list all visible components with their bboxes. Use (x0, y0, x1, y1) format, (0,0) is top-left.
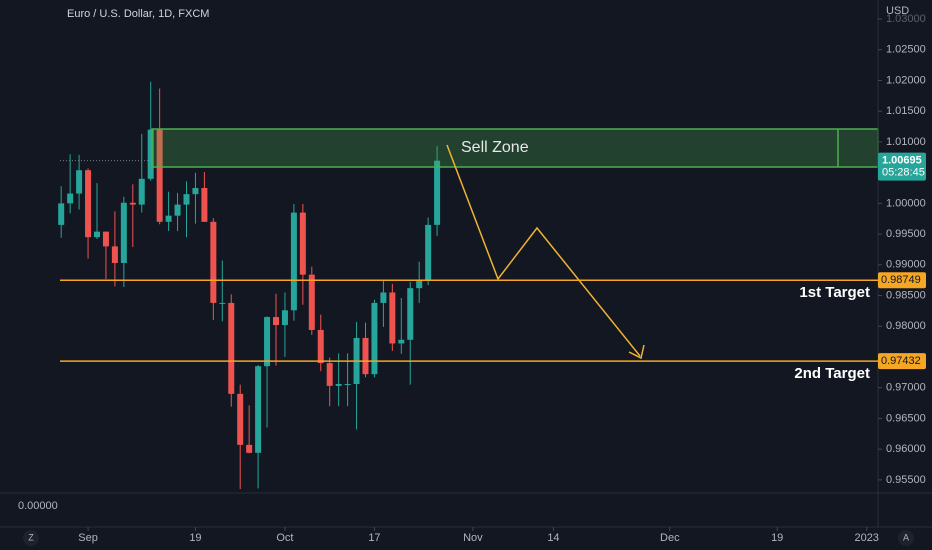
candle-body (344, 384, 351, 386)
y-tick-label: 1.00000 (886, 197, 926, 209)
candle-body (174, 204, 181, 216)
target-label: 2nd Target (794, 365, 870, 382)
y-tick-label: 1.01000 (886, 136, 926, 148)
candle-body (255, 366, 262, 453)
price-tag-label: 0.97432 (881, 355, 921, 367)
candle-body (237, 393, 244, 445)
candle-body (58, 203, 65, 225)
target-label: 1st Target (799, 284, 870, 301)
candle-body (299, 212, 306, 275)
x-tick-label: 19 (771, 532, 783, 544)
candle-body (434, 160, 441, 225)
candle-body (183, 194, 190, 205)
countdown: 05:28:45 (882, 167, 925, 179)
candle-body (201, 188, 208, 222)
x-tick-label: Nov (463, 532, 483, 544)
chart-title: Euro / U.S. Dollar, 1D, FXCM (67, 8, 209, 20)
y-tick-label: 1.02000 (886, 74, 926, 86)
candle-body (120, 202, 127, 263)
candle-body (85, 170, 92, 238)
x-tick-label: 14 (547, 532, 559, 544)
candle-body (219, 302, 226, 304)
candle-body (246, 444, 253, 453)
candle-body (362, 337, 369, 375)
last-price-label: 1.00695 (882, 155, 922, 167)
candle-body (273, 317, 279, 326)
x-tick-label: Sep (78, 532, 98, 544)
lower-pane-value: 0.00000 (18, 500, 58, 512)
y-tick-label: 0.99500 (886, 228, 926, 240)
projection-arrowhead (628, 344, 645, 360)
x-tick-label: Dec (660, 532, 680, 544)
x-tick-label: Oct (276, 532, 293, 544)
y-tick-label: 0.98000 (886, 320, 926, 332)
candle-body (264, 317, 271, 367)
x-tick-label: 2023 (854, 532, 878, 544)
candle-body (129, 202, 136, 205)
sell-zone (151, 128, 879, 168)
candle-body (102, 231, 109, 247)
y-tick-label: 0.99000 (886, 259, 926, 271)
x-tick-label: 17 (368, 532, 380, 544)
y-tick-label: 1.01500 (886, 105, 926, 117)
candle-body (210, 221, 217, 303)
y-tick-label: 1.03000 (886, 13, 926, 25)
candle-body (111, 246, 118, 263)
y-tick-label: 0.98500 (886, 289, 926, 301)
currency: USD (886, 5, 909, 17)
scale-button[interactable] (898, 530, 914, 546)
candle-body (94, 231, 100, 238)
candle-body (281, 310, 288, 326)
candle-body (398, 339, 405, 344)
price-tag (878, 353, 926, 370)
candle-body (326, 363, 333, 386)
candle-body (165, 215, 172, 222)
candle-body (76, 170, 83, 194)
candle-body (290, 212, 297, 311)
y-tick-label: 0.95500 (886, 474, 926, 486)
plot-area (58, 81, 441, 490)
y-tick-label: 0.97000 (886, 382, 926, 394)
last-price-tag (878, 152, 926, 181)
scale-button[interactable] (23, 530, 39, 546)
price-tag-label: 0.98749 (881, 274, 921, 286)
candle-body (317, 329, 324, 364)
scale-button-label[interactable]: A (903, 532, 909, 542)
candle-body (335, 384, 342, 386)
scale-button-label[interactable]: Z (28, 532, 34, 542)
candle-body (138, 178, 145, 205)
y-tick-label: 1.02500 (886, 44, 926, 56)
candle-body (425, 224, 432, 280)
candle-body (192, 188, 199, 195)
candle-body (389, 292, 396, 344)
candle-body (156, 129, 163, 222)
y-tick-label: 0.96000 (886, 443, 926, 455)
candle-body (147, 129, 154, 179)
zone-label: Sell Zone (461, 139, 529, 156)
price-tag (878, 272, 926, 289)
x-tick-label: 19 (189, 532, 201, 544)
candle-body (416, 279, 423, 289)
candle-body (228, 302, 235, 394)
y-tick-label: 0.96500 (886, 412, 926, 424)
candle-body (308, 274, 315, 330)
candle-body (407, 288, 414, 340)
candle-body (371, 302, 378, 375)
candle-body (67, 193, 74, 204)
candle-body (380, 292, 387, 303)
projection-path (446, 144, 641, 357)
